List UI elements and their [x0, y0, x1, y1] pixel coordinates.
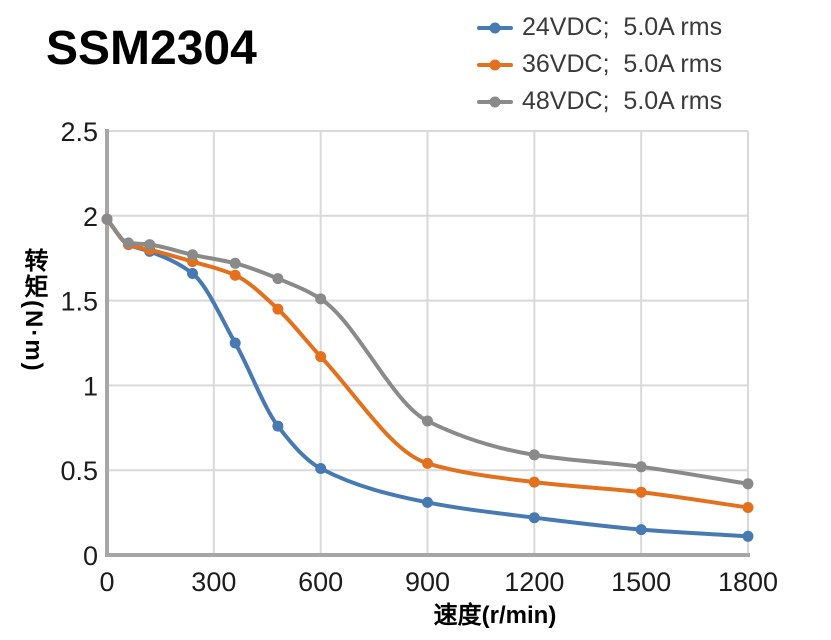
data-marker-48vdc	[101, 213, 113, 225]
x-tick-label: 1500	[611, 567, 671, 597]
x-tick-label: 1200	[504, 567, 564, 597]
data-marker-36vdc	[315, 351, 327, 363]
legend-item-24vdc: 24VDC; 5.0A rms	[477, 9, 722, 46]
data-marker-24vdc	[742, 530, 754, 542]
data-marker-36vdc	[635, 486, 647, 498]
x-tick-label: 0	[99, 567, 114, 597]
data-marker-48vdc	[272, 273, 284, 285]
y-tick-label: 0	[83, 541, 98, 571]
legend-dot-icon	[489, 59, 501, 70]
x-tick-label: 900	[405, 567, 450, 597]
data-marker-24vdc	[528, 512, 540, 524]
data-marker-48vdc	[315, 293, 327, 305]
data-marker-48vdc	[422, 415, 433, 427]
data-marker-24vdc	[229, 337, 241, 349]
page-title: SSM2304	[46, 22, 257, 75]
legend: 24VDC; 5.0A rms 36VDC; 5.0A rms 48VDC; 5…	[477, 9, 722, 120]
data-marker-48vdc	[528, 449, 540, 461]
legend-line-marker-icon	[477, 22, 513, 33]
data-marker-36vdc	[422, 457, 433, 469]
data-marker-48vdc	[187, 249, 198, 261]
legend-item-48vdc: 48VDC; 5.0A rms	[477, 83, 722, 120]
data-marker-24vdc	[187, 268, 198, 279]
x-tick-label: 600	[298, 567, 343, 597]
y-tick-label: 0.5	[60, 456, 98, 486]
data-marker-36vdc	[272, 303, 284, 315]
legend-label-48vdc: 48VDC; 5.0A rms	[522, 87, 723, 115]
y-axis-title: 转矩(N·m)	[20, 248, 47, 373]
legend-label-24vdc: 24VDC; 5.0A rms	[522, 13, 723, 41]
x-axis-title: 速度(r/min)	[433, 602, 557, 629]
data-marker-36vdc	[528, 476, 540, 488]
legend-dot-icon	[489, 96, 501, 107]
data-marker-24vdc	[272, 420, 284, 432]
data-marker-48vdc	[635, 461, 647, 473]
data-marker-36vdc	[229, 269, 241, 281]
data-marker-24vdc	[635, 524, 647, 536]
legend-item-36vdc: 36VDC; 5.0A rms	[477, 46, 722, 83]
legend-dot-icon	[489, 22, 501, 33]
data-marker-24vdc	[422, 496, 433, 508]
data-marker-48vdc	[742, 478, 754, 490]
y-tick-label: 2.5	[60, 117, 98, 147]
y-tick-label: 2	[83, 202, 98, 232]
y-tick-label: 1	[83, 371, 98, 401]
data-marker-48vdc	[122, 237, 134, 249]
x-tick-label: 300	[191, 567, 236, 597]
data-marker-36vdc	[742, 502, 754, 513]
data-marker-48vdc	[144, 239, 156, 251]
data-marker-48vdc	[229, 257, 241, 269]
legend-line-marker-icon	[477, 59, 513, 70]
legend-label-36vdc: 36VDC; 5.0A rms	[522, 50, 723, 78]
data-marker-24vdc	[315, 463, 327, 474]
legend-line-marker-icon	[477, 96, 513, 107]
y-tick-label: 1.5	[60, 287, 98, 317]
x-tick-label: 1800	[718, 567, 778, 597]
